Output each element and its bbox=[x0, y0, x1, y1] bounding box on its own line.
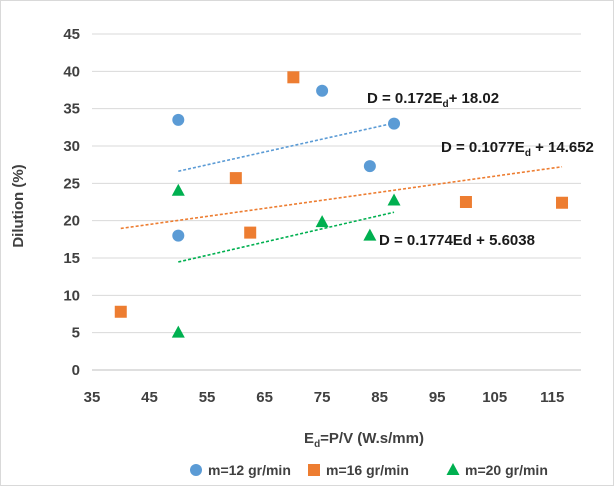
y-tick-label: 0 bbox=[72, 362, 80, 379]
data-point-circle bbox=[316, 84, 329, 97]
y-tick-label: 45 bbox=[63, 26, 80, 43]
x-axis-title-main: E bbox=[304, 430, 314, 447]
y-axis-title: Dilution (%) bbox=[10, 164, 27, 247]
gridlines bbox=[92, 33, 581, 371]
trendline-square bbox=[120, 165, 563, 230]
y-tick-label: 35 bbox=[63, 101, 80, 118]
legend-label: m=12 gr/min bbox=[208, 462, 291, 478]
data-point-square bbox=[556, 196, 569, 209]
data-point-circle bbox=[172, 229, 185, 242]
data-points bbox=[114, 71, 569, 338]
legend-label: m=20 gr/min bbox=[465, 462, 548, 478]
x-tick-label: 45 bbox=[141, 389, 158, 406]
data-point-square bbox=[459, 196, 472, 208]
y-tick-label: 40 bbox=[63, 63, 80, 80]
trendline-equation: D = 0.172Ed+ 18.02 bbox=[367, 90, 499, 110]
data-point-square bbox=[244, 226, 257, 239]
data-point-triangle bbox=[315, 215, 329, 228]
x-tick-labels: 35 45 55 65 75 85 95 105 115 bbox=[84, 389, 565, 406]
data-point-square bbox=[229, 172, 242, 185]
trendline-triangle bbox=[178, 211, 395, 263]
x-tick-label: 95 bbox=[429, 389, 446, 406]
data-point-circle bbox=[172, 113, 185, 126]
x-axis-title-sub: d bbox=[314, 439, 320, 450]
trendline-circle bbox=[178, 122, 395, 173]
x-tick-label: 105 bbox=[482, 389, 507, 406]
y-tick-label: 5 bbox=[72, 325, 80, 342]
legend-marker-triangle bbox=[446, 463, 460, 475]
data-point-triangle bbox=[387, 193, 401, 206]
data-point-square bbox=[114, 305, 127, 318]
legend-marker-circle bbox=[190, 464, 202, 476]
trendlines bbox=[120, 122, 563, 263]
data-point-triangle bbox=[171, 325, 185, 338]
data-point-circle bbox=[363, 160, 376, 173]
data-point-triangle bbox=[171, 183, 185, 196]
y-tick-label: 20 bbox=[63, 213, 80, 230]
data-point-square bbox=[287, 71, 300, 84]
x-axis-title: Ed=P/V (W.s/mm) bbox=[304, 430, 424, 450]
x-tick-label: 85 bbox=[371, 389, 388, 406]
x-tick-label: 55 bbox=[199, 389, 216, 406]
trendline-equation: D = 0.1077Ed + 14.652 bbox=[441, 139, 594, 159]
y-tick-label: 10 bbox=[63, 287, 80, 304]
legend-label: m=16 gr/min bbox=[326, 462, 409, 478]
data-point-triangle bbox=[363, 228, 377, 241]
y-tick-label: 30 bbox=[63, 138, 80, 155]
x-axis-title-rest: =P/V (W.s/mm) bbox=[320, 430, 424, 447]
trendline-equations: D = 0.172Ed+ 18.02 D = 0.1077Ed + 14.652 D… bbox=[367, 90, 594, 249]
x-tick-label: 35 bbox=[84, 389, 101, 406]
trendline-equation: D = 0.1774Ed + 5.6038 bbox=[379, 232, 535, 249]
x-tick-label: 75 bbox=[314, 389, 331, 406]
data-point-circle bbox=[388, 117, 401, 130]
legend: m=12 gr/min m=16 gr/min m=20 gr/min bbox=[190, 462, 548, 478]
legend-marker-square bbox=[308, 464, 320, 476]
x-tick-label: 115 bbox=[540, 389, 564, 406]
y-tick-label: 25 bbox=[63, 175, 80, 192]
x-tick-label: 65 bbox=[256, 389, 273, 406]
y-tick-label: 15 bbox=[63, 250, 80, 267]
y-tick-labels: 0 5 10 15 20 25 30 35 40 45 bbox=[63, 26, 80, 379]
